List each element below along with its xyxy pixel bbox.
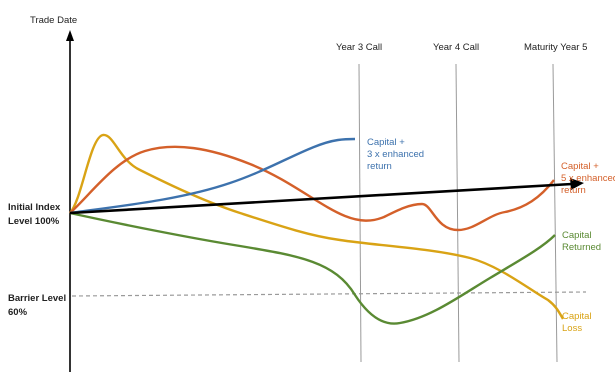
orange-outcome-label-line1: Capital +	[561, 161, 599, 172]
orange-outcome-label-line2: 5 x enhanced	[561, 173, 615, 184]
blue-outcome-label-line3: return	[367, 161, 392, 172]
blue-outcome-label-line1: Capital +	[367, 137, 405, 148]
initial-level-label-line1: Initial Index	[8, 202, 61, 213]
y-axis-label: Trade Date	[30, 15, 77, 26]
maturity-marker-label: Maturity Year 5	[524, 42, 587, 53]
initial-level-label-line2: Level 100%	[8, 216, 60, 227]
barrier-level-line	[71, 291, 587, 297]
green-outcome-label-line2: Returned	[562, 242, 601, 253]
year4-marker-label: Year 4 Call	[433, 42, 479, 53]
curve-green-capital-returned	[69, 211, 556, 325]
year3-marker-label: Year 3 Call	[336, 42, 382, 53]
initial-level-axis-arrow	[570, 178, 584, 190]
barrier-level-label-line1: Barrier Level	[8, 293, 66, 304]
curve-blue-3x-return	[69, 137, 356, 215]
curve-gold-capital-loss	[69, 133, 565, 320]
green-outcome-label-line1: Capital	[562, 230, 592, 241]
maturity-marker-line	[552, 63, 558, 363]
gold-outcome-label-line2: Loss	[562, 323, 582, 334]
initial-level-axis	[69, 182, 573, 215]
gold-outcome-label-line1: Capital	[562, 311, 592, 322]
y-axis-arrow	[66, 30, 74, 41]
barrier-level-label-line2: 60%	[8, 307, 28, 318]
year4-marker-line	[455, 63, 460, 363]
curve-orange-5x-return	[69, 145, 555, 232]
blue-outcome-label-line2: 3 x enhanced	[367, 149, 424, 160]
orange-outcome-label-line3: return	[561, 185, 586, 196]
year3-marker-line	[358, 63, 362, 363]
